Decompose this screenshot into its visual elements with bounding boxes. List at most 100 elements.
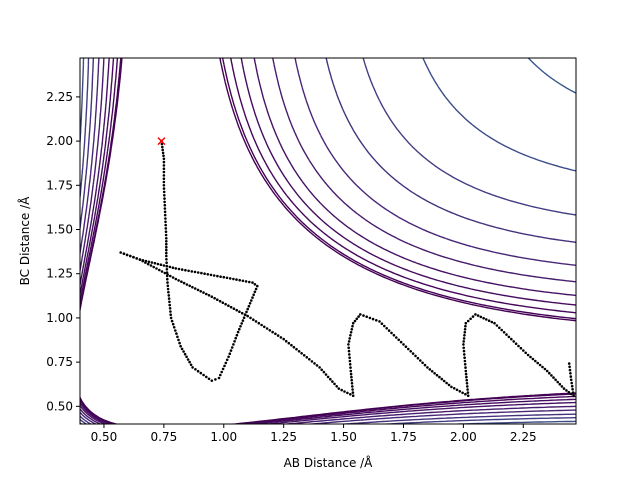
trajectory-point bbox=[207, 294, 211, 297]
trajectory-point bbox=[310, 360, 314, 363]
trajectory-point bbox=[463, 356, 466, 360]
trajectory-point bbox=[531, 357, 535, 361]
trajectory-point bbox=[214, 378, 217, 381]
trajectory-point bbox=[250, 299, 253, 302]
trajectory-point bbox=[517, 344, 520, 348]
trajectory-point bbox=[302, 354, 306, 357]
trajectory-point bbox=[227, 355, 230, 359]
trajectory-point bbox=[263, 325, 266, 329]
trajectory-point bbox=[519, 346, 523, 350]
trajectory-point bbox=[202, 291, 205, 294]
trajectory-point bbox=[165, 245, 168, 249]
trajectory-point bbox=[419, 359, 422, 362]
trajectory-point bbox=[180, 268, 184, 271]
trajectory-point bbox=[347, 346, 351, 350]
trajectory-point bbox=[163, 213, 167, 217]
trajectory-point bbox=[350, 375, 353, 379]
trajectory-point bbox=[177, 267, 181, 271]
trajectory-point bbox=[458, 390, 462, 393]
trajectory-point bbox=[241, 279, 245, 283]
trajectory-point bbox=[162, 167, 166, 170]
trajectory-point bbox=[199, 290, 202, 293]
trajectory-point bbox=[326, 375, 330, 379]
trajectory-point bbox=[249, 316, 252, 320]
trajectory-point bbox=[295, 347, 298, 351]
trajectory-point bbox=[331, 380, 334, 383]
trajectory-point bbox=[529, 355, 532, 359]
trajectory-point bbox=[166, 281, 169, 284]
trajectory-point bbox=[375, 319, 378, 322]
trajectory-point bbox=[550, 374, 553, 377]
trajectory-point bbox=[433, 372, 436, 375]
trajectory-point bbox=[213, 296, 216, 300]
trajectory-point bbox=[355, 317, 359, 321]
x-tick-label: 0.75 bbox=[151, 430, 178, 444]
trajectory-point bbox=[216, 298, 219, 302]
trajectory-point bbox=[512, 340, 515, 343]
trajectory-point bbox=[350, 378, 354, 382]
trajectory-point bbox=[252, 318, 255, 322]
trajectory-point bbox=[200, 271, 203, 275]
trajectory-point bbox=[177, 279, 180, 282]
trajectory-point bbox=[251, 296, 254, 299]
trajectory-point bbox=[567, 362, 571, 365]
trajectory-point bbox=[187, 269, 190, 273]
trajectory-point bbox=[482, 316, 485, 320]
trajectory-point bbox=[244, 280, 248, 283]
trajectory-point bbox=[308, 358, 311, 361]
trajectory-point bbox=[567, 390, 571, 394]
trajectory-point bbox=[359, 313, 362, 316]
trajectory-point bbox=[228, 277, 232, 280]
trajectory-point bbox=[349, 366, 352, 369]
trajectory-point bbox=[463, 353, 466, 356]
trajectory-point bbox=[246, 314, 249, 318]
trajectory-point bbox=[196, 369, 200, 373]
trajectory-point bbox=[165, 254, 168, 258]
trajectory-point bbox=[466, 319, 470, 323]
trajectory-point bbox=[569, 392, 573, 396]
trajectory-point bbox=[526, 353, 530, 357]
trajectory-point bbox=[135, 257, 138, 260]
trajectory-point bbox=[315, 364, 319, 367]
trajectory-point bbox=[349, 331, 353, 334]
contour-line bbox=[527, 58, 576, 424]
trajectory-point bbox=[156, 262, 160, 266]
x-tick-label: 1.75 bbox=[390, 430, 417, 444]
trajectory-point bbox=[164, 220, 167, 224]
trajectory-point bbox=[568, 365, 571, 369]
trajectory-point bbox=[362, 314, 365, 317]
trajectory-point bbox=[164, 223, 167, 227]
trajectory-point bbox=[222, 275, 226, 279]
trajectory-point bbox=[168, 265, 172, 269]
trajectory-point bbox=[318, 366, 321, 369]
trajectory-point bbox=[232, 307, 236, 311]
trajectory-point bbox=[196, 271, 200, 274]
trajectory-point bbox=[162, 157, 166, 161]
contour-line bbox=[80, 58, 576, 424]
trajectory-point bbox=[466, 388, 469, 391]
trajectory-point bbox=[169, 274, 172, 278]
trajectory-point bbox=[569, 375, 573, 378]
trajectory-point bbox=[230, 346, 234, 349]
trajectory-point bbox=[421, 361, 424, 365]
trajectory-point bbox=[462, 337, 466, 340]
trajectory-point bbox=[174, 277, 178, 281]
trajectory-point bbox=[271, 330, 274, 334]
trajectory-point bbox=[287, 341, 291, 345]
trajectory-point bbox=[251, 281, 254, 284]
trajectory-point bbox=[248, 280, 251, 284]
trajectory-point bbox=[558, 382, 562, 386]
trajectory-point bbox=[464, 372, 468, 376]
trajectory-point bbox=[153, 261, 157, 265]
trajectory-point bbox=[569, 372, 572, 375]
trajectory-point bbox=[224, 361, 228, 365]
trajectory-point bbox=[228, 352, 232, 356]
trajectory-point bbox=[292, 345, 296, 349]
trajectory-point bbox=[465, 375, 468, 379]
trajectory-point bbox=[347, 343, 350, 346]
contour-line bbox=[56, 440, 59, 442]
trajectory-point bbox=[343, 390, 346, 393]
trajectory-point bbox=[426, 366, 429, 369]
trajectory bbox=[119, 139, 575, 398]
contour-lines bbox=[56, 58, 576, 442]
